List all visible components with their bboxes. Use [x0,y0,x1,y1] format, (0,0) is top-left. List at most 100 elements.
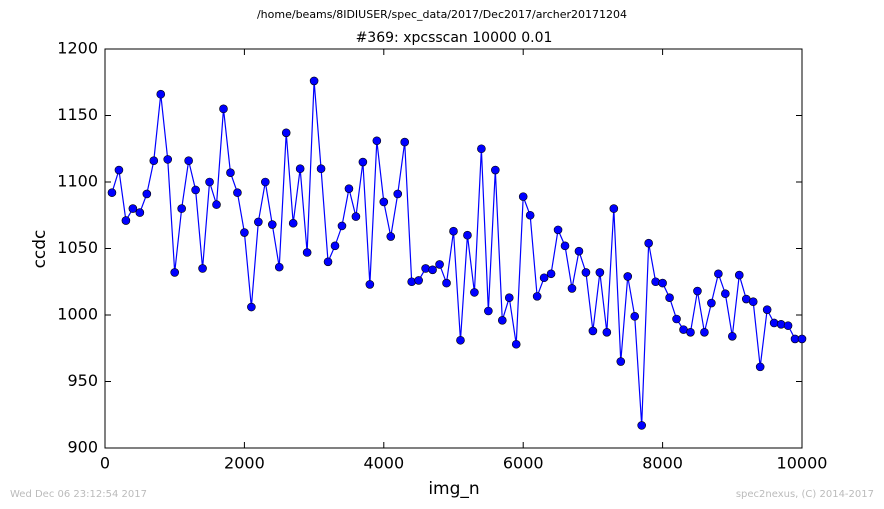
data-point [504,293,514,303]
data-point [400,137,410,147]
data-point [797,334,807,344]
data-point [776,320,786,329]
data-point [330,241,340,251]
data-point [700,327,709,337]
data-point [491,165,500,175]
data-point [254,217,263,227]
data-point [358,157,368,167]
data-point [212,200,221,209]
data-point [539,273,549,283]
data-point [274,262,284,272]
data-point [219,104,228,114]
data-point [511,339,521,349]
data-point [365,280,375,289]
data-point [435,260,444,269]
data-point [337,221,347,231]
data-point [233,188,242,197]
data-point [525,210,535,220]
data-point [267,220,277,229]
data-point [247,302,256,312]
data-point [748,297,758,307]
data-point [156,89,166,99]
data-point [261,177,270,187]
x-tick-label: 2000 [224,454,265,473]
data-point [651,277,660,287]
data-point [288,218,298,228]
data-point [351,212,361,221]
data-point [581,268,591,277]
data-point [121,216,131,225]
data-point [693,286,702,296]
data-point [762,305,772,314]
x-tick-label: 6000 [503,454,544,473]
data-point [734,270,744,280]
data-point [574,246,584,256]
data-point [665,293,674,303]
y-tick-label: 1100 [57,172,98,191]
x-tick-label: 8000 [642,454,683,473]
data-point [149,156,159,166]
data-point [567,284,577,293]
data-point [595,268,605,277]
data-point [532,292,542,301]
data-point [588,326,598,336]
data-point [623,272,633,281]
data-point [414,276,423,285]
data-point [386,232,396,241]
data-point [393,189,403,199]
data-point [553,225,563,235]
data-point [170,268,179,277]
data-point [344,184,354,193]
data-point [484,306,493,316]
data-point [477,144,486,154]
data-point [281,128,291,138]
data-point [463,230,472,240]
data-point [546,269,556,279]
data-point [630,312,640,321]
data-point [707,298,716,308]
data-point [379,197,389,207]
y-tick-label: 1150 [57,105,98,124]
data-point [518,192,528,201]
data-point [240,228,249,237]
data-point [428,265,437,275]
data-point [497,316,507,325]
data-point [226,168,235,177]
data-point [372,136,382,146]
data-point [177,204,186,213]
series-line [111,80,802,426]
data-point [295,164,305,173]
y-tick-label: 1050 [57,238,98,257]
data-point [755,362,765,372]
data-point [609,204,619,213]
data-point [456,335,465,345]
data-point [470,288,479,297]
data-point [560,241,570,251]
y-tick-label: 1000 [57,305,98,324]
data-point [616,357,626,366]
data-point [205,177,214,187]
data-point [602,327,612,337]
data-point [114,165,124,175]
data-point [184,156,193,166]
data-point [637,421,646,430]
data-point [644,238,653,248]
plot-frame [104,48,803,449]
data-point [407,277,416,287]
y-tick-label: 1200 [57,39,98,58]
data-point [714,269,723,279]
data-point [309,76,319,86]
data-point [323,257,333,267]
data-point [142,189,152,199]
data-point [783,321,793,330]
data-point [727,331,737,341]
data-point [769,318,779,328]
y-tick-label: 900 [67,438,98,457]
data-point [672,314,681,324]
data-point [163,155,173,164]
footer-right: spec2nexus, (C) 2014-2017 [736,489,874,500]
suptitle: /home/beams/8IDIUSER/spec_data/2017/Dec2… [257,8,627,21]
y-tick-label: 950 [67,371,98,390]
data-point [316,164,326,173]
